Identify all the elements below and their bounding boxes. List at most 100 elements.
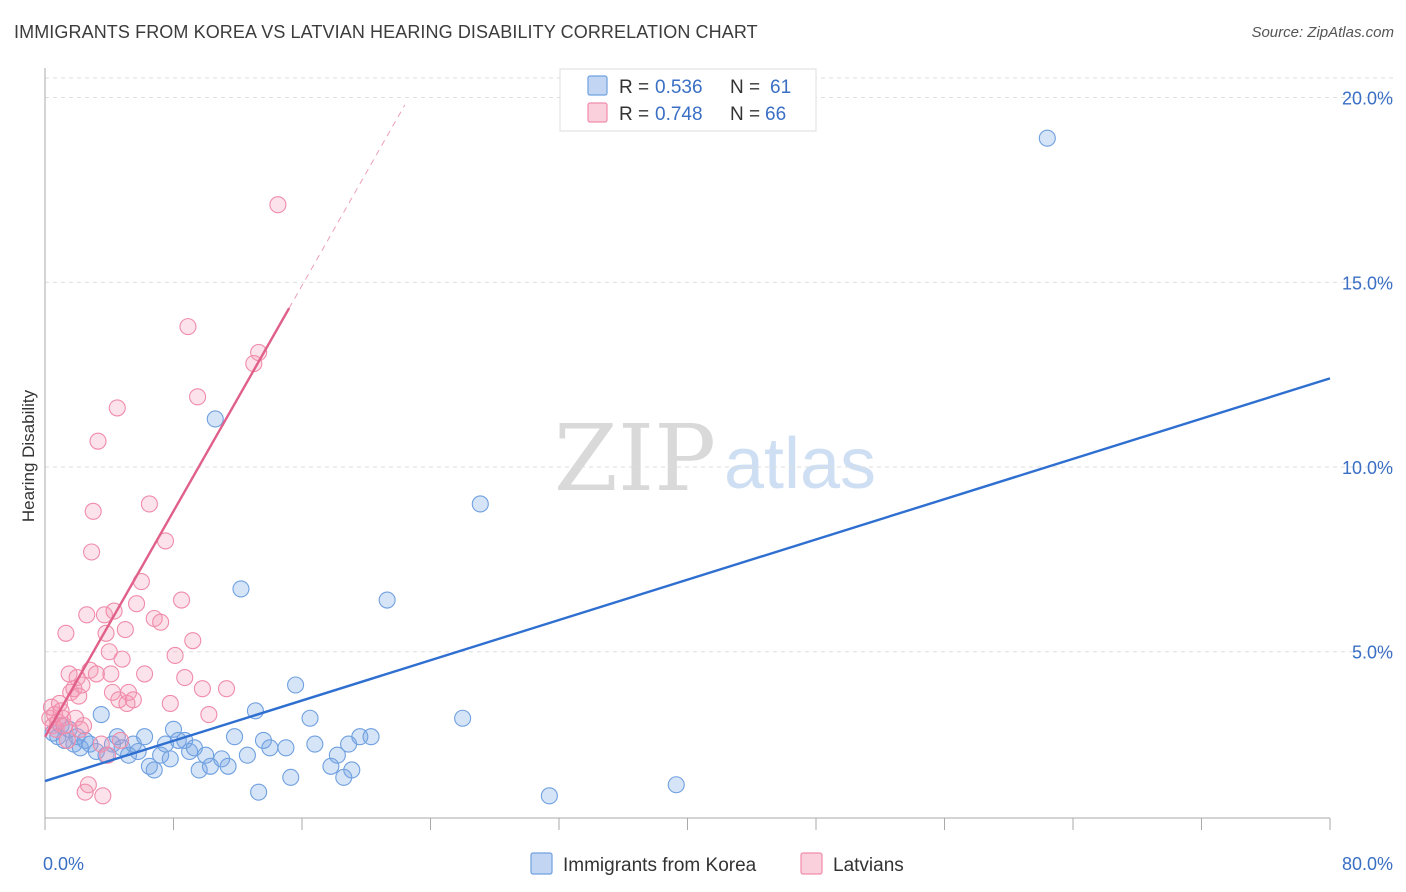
korea-point-49	[328, 746, 346, 764]
x-tick-label-max: 80.0%	[1342, 854, 1393, 874]
korea-point-45	[287, 676, 305, 694]
legend: R = 0.536 N = 61 R = 0.748 N = 66	[559, 68, 817, 132]
latvian-point-24	[84, 502, 102, 520]
latvian-point-25	[87, 665, 105, 683]
korea-point-21	[145, 761, 163, 779]
watermark: ZIP atlas	[554, 405, 876, 512]
latvian-point-59	[200, 706, 218, 724]
legend-swatch-latvian	[587, 102, 608, 123]
latvian-point-63	[269, 196, 287, 214]
korea-point-60	[340, 735, 358, 753]
latvian-point-28	[94, 787, 112, 805]
latvian-point-58	[193, 680, 211, 698]
trend-lines	[43, 104, 1331, 783]
korea-point-19	[136, 728, 154, 746]
latvian-point-65	[58, 731, 77, 749]
latvian-point-46	[136, 665, 154, 683]
legend-n-value-korea: 61	[770, 77, 791, 98]
latvian-point-54	[176, 669, 194, 687]
latvian-point-47	[140, 495, 158, 513]
latvian-point-57	[189, 388, 207, 406]
korea-point-55	[454, 709, 472, 727]
latvian-point-23	[83, 543, 101, 561]
legend-r-label-korea: R =	[619, 77, 649, 98]
latvian-point-49	[152, 613, 170, 631]
korea-point-25	[164, 720, 183, 738]
korea-point-57	[540, 787, 558, 805]
korea-point-31	[197, 746, 215, 764]
latvian-point-39	[113, 650, 131, 668]
legend-r-value-latvian: 0.748	[655, 104, 703, 125]
chart-title: IMMIGRANTS FROM KOREA VS LATVIAN HEARING…	[14, 22, 758, 42]
latvian-point-10	[57, 624, 75, 642]
latvian-point-56	[184, 632, 202, 650]
legend-box	[559, 68, 817, 132]
y-tick-label-3: 20.0%	[1342, 89, 1393, 109]
korea-point-44	[282, 768, 300, 786]
korea-point-53	[362, 728, 380, 746]
y-tick-labels: 5.0% 10.0% 15.0% 20.0%	[1342, 89, 1393, 663]
y-tick-label-2: 15.0%	[1342, 273, 1393, 293]
bottom-legend-label-korea: Immigrants from Korea	[563, 855, 757, 876]
korea-point-54	[378, 591, 396, 609]
korea-point-35	[219, 757, 237, 775]
y-axis-label: Hearing Disability	[19, 389, 38, 522]
latvian-point-32	[100, 643, 118, 661]
legend-n-label-korea: N =	[730, 77, 760, 98]
bottom-legend-swatch-korea	[530, 852, 553, 875]
latvian-trend-extension	[288, 104, 406, 309]
latvian-point-29	[95, 606, 113, 624]
latvian-point-53	[172, 591, 191, 609]
x-tick-label-min: 0.0%	[43, 854, 84, 874]
latvian-point-52	[166, 646, 184, 664]
latvian-point-43	[124, 691, 142, 709]
korea-point-36	[225, 728, 244, 746]
korea-point-43	[277, 739, 295, 757]
latvian-point-55	[179, 318, 197, 336]
korea-point-40	[250, 783, 268, 801]
series-latvian-points	[41, 196, 287, 805]
bottom-legend: Immigrants from Korea Latvians	[530, 852, 904, 876]
legend-n-label-latvian: N =	[730, 104, 760, 125]
korea-point-56	[471, 495, 489, 513]
latvian-point-21	[79, 776, 97, 794]
korea-point-24	[161, 750, 179, 768]
korea-point-42	[261, 739, 279, 757]
korea-point-30	[190, 761, 208, 779]
y-tick-label-1: 10.0%	[1342, 458, 1393, 478]
latvian-point-60	[217, 680, 236, 698]
latvian-point-26	[89, 432, 107, 450]
latvian-point-44	[128, 595, 146, 613]
korea-point-46	[301, 709, 319, 727]
korea-point-38	[238, 746, 256, 764]
latvian-point-33	[102, 665, 120, 683]
watermark-zip: ZIP	[554, 405, 716, 512]
legend-r-value-korea: 0.536	[655, 77, 703, 98]
legend-swatch-korea	[587, 75, 608, 96]
latvian-point-36	[108, 399, 126, 417]
latvian-point-38	[111, 731, 130, 749]
bottom-legend-label-latvian: Latvians	[833, 855, 904, 876]
watermark-atlas: atlas	[724, 424, 876, 504]
latvian-point-40	[116, 621, 134, 639]
korea-point-47	[306, 735, 324, 753]
latvian-point-51	[161, 694, 179, 713]
latvian-trend-line	[43, 307, 291, 738]
korea-point-11	[92, 706, 110, 724]
x-tick-marks	[44, 818, 1331, 830]
latvian-point-16	[70, 687, 88, 705]
latvian-point-19	[75, 717, 93, 735]
korea-trend-line	[44, 377, 1331, 783]
source-credit: Source: ZipAtlas.com	[1251, 24, 1394, 41]
korea-point-58	[667, 776, 685, 794]
korea-point-22	[152, 746, 170, 764]
korea-point-51	[343, 761, 361, 779]
bottom-legend-swatch-latvian	[800, 852, 823, 875]
legend-n-value-latvian: 66	[765, 104, 786, 125]
korea-point-59	[1038, 129, 1056, 147]
latvian-point-64	[78, 606, 96, 624]
y-tick-label-0: 5.0%	[1352, 643, 1393, 663]
korea-point-37	[232, 580, 250, 598]
korea-point-33	[206, 410, 224, 428]
